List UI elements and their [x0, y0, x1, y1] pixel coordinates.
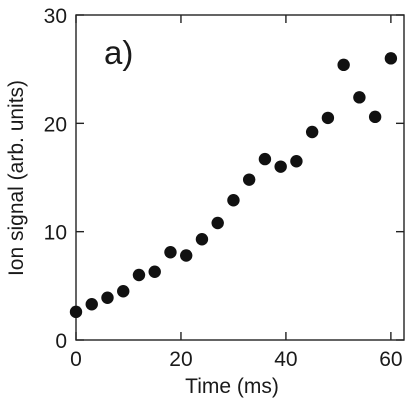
data-points [69, 52, 398, 319]
data-point [101, 291, 114, 304]
data-point [117, 285, 130, 298]
y-tick-label: 20 [44, 113, 67, 136]
data-point [384, 52, 398, 65]
data-point [148, 265, 161, 278]
plot-border [75, 14, 405, 341]
data-point [211, 216, 224, 230]
y-tick-label: 10 [44, 222, 67, 245]
data-point [290, 155, 303, 168]
data-point [227, 194, 240, 207]
data-point [164, 246, 177, 259]
tick-labels: 0 20 40 60 0 10 20 30 [44, 5, 403, 371]
data-point [258, 152, 272, 166]
y-tick-label: 0 [55, 330, 67, 353]
data-point [69, 305, 83, 319]
data-point [274, 160, 287, 173]
x-tick-label: 20 [169, 348, 192, 371]
panel-label: a) [104, 34, 133, 71]
data-point [353, 91, 366, 104]
data-point [195, 233, 209, 246]
data-point [242, 173, 256, 186]
x-tick-label: 40 [274, 348, 297, 371]
data-point [305, 125, 319, 139]
data-point [321, 111, 335, 125]
y-tick-label: 30 [44, 5, 67, 28]
data-point [180, 249, 193, 262]
y-axis-label: Ion signal (arb. units) [5, 80, 28, 276]
data-point [85, 298, 98, 311]
plot-frame [75, 14, 405, 341]
data-point [132, 268, 146, 282]
axis-ticks [75, 14, 404, 341]
data-point [337, 58, 350, 72]
x-axis-label: Time (ms) [185, 375, 279, 398]
data-point [368, 110, 382, 124]
x-tick-label: 0 [70, 348, 82, 371]
x-tick-label: 60 [379, 348, 402, 371]
